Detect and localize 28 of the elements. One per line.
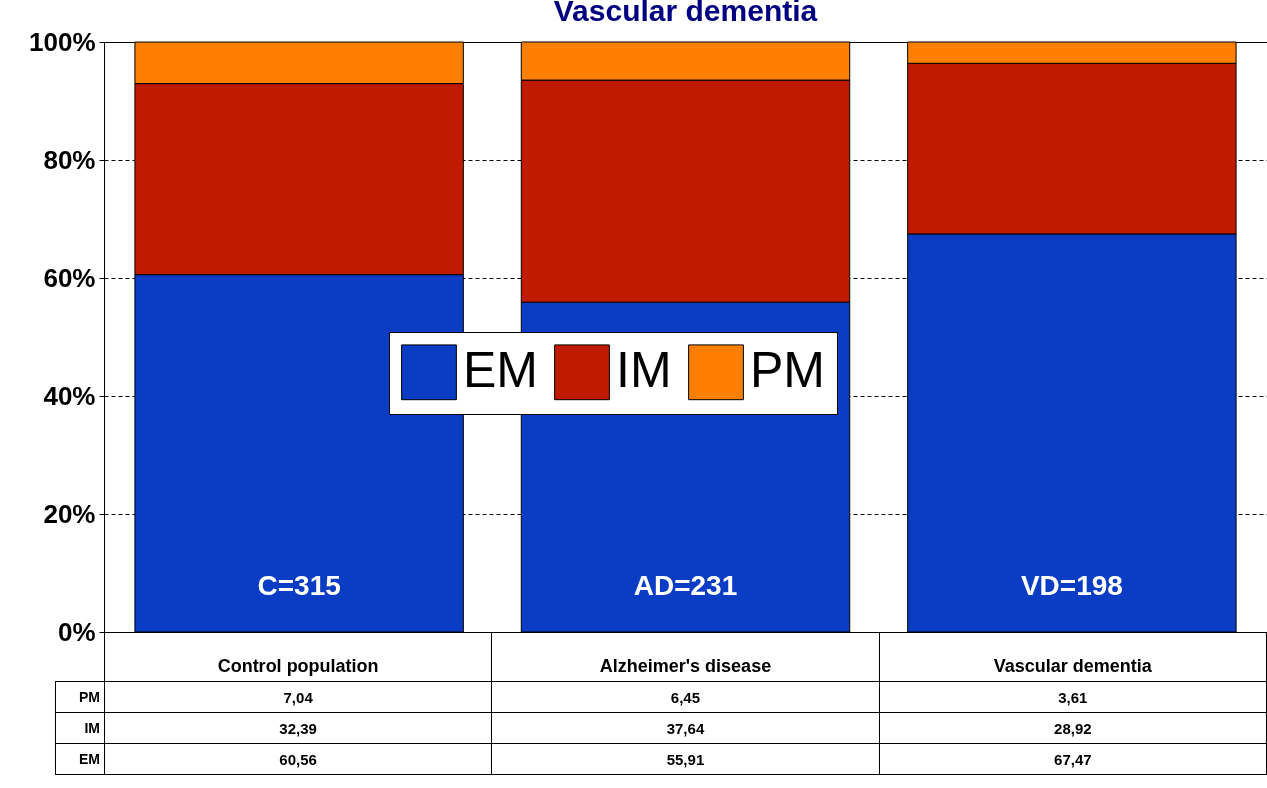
- data-label: 60,56: [104, 743, 492, 775]
- x-tick-label: Alzheimer's disease: [491, 632, 880, 682]
- data-label: 32,39: [104, 712, 492, 744]
- y-tick-label: 0%: [57, 616, 96, 647]
- y-tick-label: 100%: [29, 26, 96, 57]
- annotation: C=315: [257, 570, 341, 601]
- legend-label: IM: [616, 342, 672, 399]
- data-label: 37,64: [491, 712, 880, 744]
- legend-label: PM: [750, 342, 825, 399]
- data-label: 67,47: [879, 743, 1267, 775]
- data-label: 28,92: [879, 712, 1267, 744]
- data-label: 55,91: [491, 743, 880, 775]
- chart-title: Vascular dementia: [553, 0, 818, 27]
- x-tick-label: Control population: [104, 632, 492, 682]
- annotation: VD=198: [1020, 570, 1123, 601]
- annotation: AD=231: [633, 570, 738, 601]
- legend-label: EM: [463, 342, 538, 399]
- text: EM: [78, 751, 100, 767]
- y-tick-label: 60%: [43, 262, 96, 293]
- text: IM: [84, 720, 100, 736]
- y-tick-label: 80%: [43, 144, 96, 175]
- data-label: 3,61: [879, 681, 1267, 713]
- y-tick-label: 40%: [43, 380, 96, 411]
- data-label: 7,04: [104, 681, 492, 713]
- y-tick-label: 20%: [43, 498, 96, 529]
- x-tick-label: Vascular dementia: [879, 632, 1267, 682]
- text: PM: [78, 689, 100, 705]
- data-label: 6,45: [491, 681, 880, 713]
